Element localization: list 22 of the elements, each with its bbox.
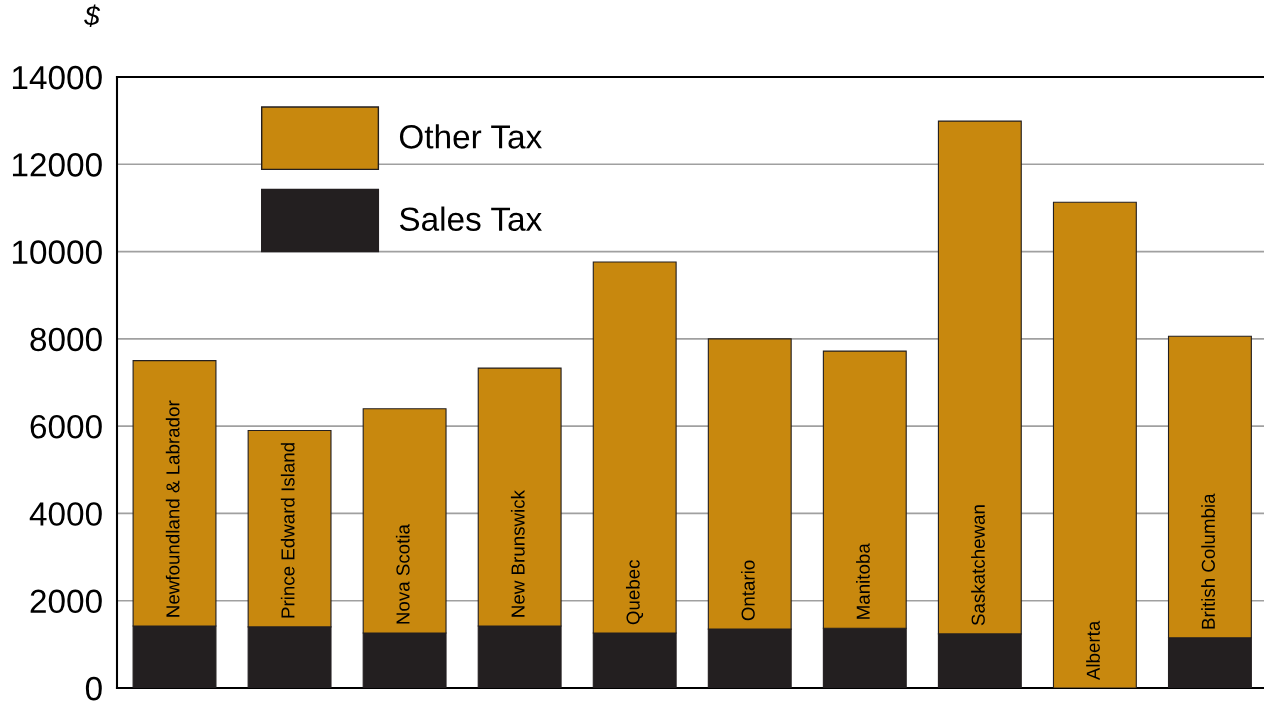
y-tick-label: 8000 xyxy=(30,327,102,352)
x-tick-label: Quebec xyxy=(625,559,644,625)
legend-label: Sales Tax xyxy=(399,206,542,231)
y-tick-label: 12000 xyxy=(12,153,102,177)
y-tick-label: 10000 xyxy=(12,240,102,264)
y-tick-label: 2000 xyxy=(30,589,102,614)
bar xyxy=(1052,201,1137,688)
x-tick-label: New Brunswick xyxy=(510,489,525,617)
y-tick-label: 14000 xyxy=(12,65,102,90)
x-tick-label: Saskatchewan xyxy=(971,505,985,626)
x-tick-label: Alberta xyxy=(1086,620,1100,681)
x-tick-label: British Columbia xyxy=(1201,493,1215,629)
x-tick-label: Newfoundland & Labrador xyxy=(165,400,180,617)
y-tick-label: 0 xyxy=(85,676,102,701)
x-tick-label: Ontario xyxy=(741,560,755,621)
x-tick-label: Manitoba xyxy=(856,543,870,619)
y-axis-title: $ xyxy=(84,4,101,28)
legend-label: Other Tax xyxy=(399,124,542,149)
y-tick-label: 4000 xyxy=(29,502,102,526)
x-tick-label: Prince Edward Island xyxy=(280,443,295,618)
x-tick-label: Nova Scotia xyxy=(395,524,410,624)
y-tick-label: 6000 xyxy=(30,414,102,439)
